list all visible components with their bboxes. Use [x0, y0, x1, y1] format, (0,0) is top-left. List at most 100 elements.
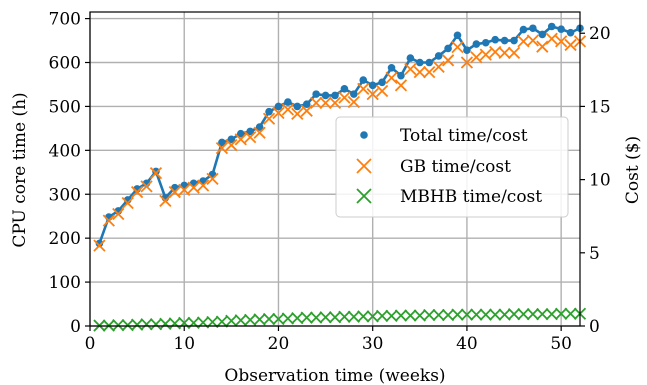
y-tick-label: 200	[49, 229, 81, 249]
data-point	[481, 38, 490, 47]
legend-label-mbhb: MBHB time/cost	[400, 187, 542, 207]
data-point	[338, 91, 351, 104]
data-point	[253, 313, 266, 326]
data-point	[406, 54, 415, 62]
data-point	[357, 310, 370, 323]
data-point	[350, 90, 358, 98]
data-point	[196, 179, 210, 192]
data-point	[310, 311, 323, 324]
data-point	[368, 81, 377, 90]
data-point	[357, 82, 370, 95]
data-point	[112, 318, 125, 332]
data-point	[555, 307, 568, 320]
data-point	[545, 32, 558, 45]
data-point	[441, 54, 455, 67]
data-point	[168, 185, 181, 199]
data-point	[227, 135, 236, 144]
data-point	[121, 318, 134, 332]
data-point	[152, 167, 160, 176]
series-2	[93, 32, 587, 252]
data-point	[470, 51, 483, 64]
data-point	[93, 239, 106, 252]
y-tick-label: 500	[49, 97, 81, 117]
y-axis-label: CPU core time (h)	[10, 92, 30, 247]
data-point	[491, 35, 499, 44]
data-point	[538, 30, 547, 39]
y-tick-label: 400	[49, 141, 81, 161]
data-point	[536, 308, 549, 321]
y-tick-label: 0	[70, 317, 81, 337]
data-point	[234, 314, 247, 327]
data-point	[187, 181, 200, 194]
legend-marker-total	[360, 131, 368, 139]
data-point	[517, 308, 530, 321]
data-point	[387, 63, 396, 72]
data-point	[404, 309, 417, 322]
y-tick-label: 600	[49, 54, 81, 74]
series-layer	[93, 22, 587, 332]
legend-box	[335, 116, 569, 218]
data-point	[340, 85, 349, 93]
data-point	[293, 102, 302, 111]
data-point	[246, 127, 254, 136]
data-point	[300, 104, 313, 117]
data-point	[338, 310, 351, 323]
data-point	[498, 308, 511, 321]
data-point	[510, 36, 518, 45]
data-point	[102, 214, 115, 227]
data-point	[519, 25, 528, 34]
data-point	[225, 314, 238, 327]
data-point	[366, 87, 379, 101]
data-point	[423, 308, 436, 322]
legend-label-gb: GB time/cost	[400, 157, 511, 177]
legend-item-total: Total time/cost	[360, 126, 528, 146]
data-point	[394, 309, 408, 322]
data-point	[244, 313, 257, 326]
data-point	[375, 309, 389, 323]
x-tick-label: 40	[456, 334, 478, 354]
data-point	[375, 84, 389, 98]
data-point	[319, 96, 332, 110]
x-tick-label: 50	[550, 334, 572, 354]
data-point	[472, 40, 481, 48]
data-point	[130, 318, 144, 331]
data-point	[397, 71, 405, 80]
data-point	[413, 309, 426, 322]
data-point	[460, 56, 474, 69]
data-point	[444, 44, 452, 53]
data-point	[500, 36, 509, 45]
data-point	[526, 308, 540, 321]
y-tick-label: 300	[49, 185, 81, 205]
data-point	[328, 96, 342, 110]
data-point	[140, 180, 153, 193]
data-point	[507, 308, 521, 321]
legend-item-gb: GB time/cost	[356, 157, 511, 177]
data-point	[470, 308, 483, 321]
data-point	[347, 310, 360, 323]
data-point	[441, 308, 455, 322]
data-point	[262, 112, 276, 125]
y2-tick-label: 10	[589, 171, 611, 191]
legend-label-total: Total time/cost	[400, 126, 528, 146]
data-point	[432, 308, 445, 322]
data-point	[359, 76, 368, 84]
data-point	[262, 312, 276, 326]
data-point	[489, 308, 502, 321]
data-point	[272, 106, 285, 120]
data-point	[218, 138, 226, 147]
data-point	[274, 102, 283, 111]
x-axis-label: Observation time (weeks)	[224, 366, 445, 385]
y2-tick-label: 15	[589, 97, 611, 117]
legend-marker-gb	[356, 158, 372, 174]
data-point	[423, 66, 436, 79]
data-point	[95, 239, 104, 248]
data-point	[312, 90, 320, 98]
data-point	[463, 46, 471, 55]
data-point	[432, 60, 445, 74]
data-point	[284, 98, 292, 106]
data-point	[385, 71, 398, 85]
data-point	[331, 91, 339, 100]
data-point	[319, 311, 332, 324]
